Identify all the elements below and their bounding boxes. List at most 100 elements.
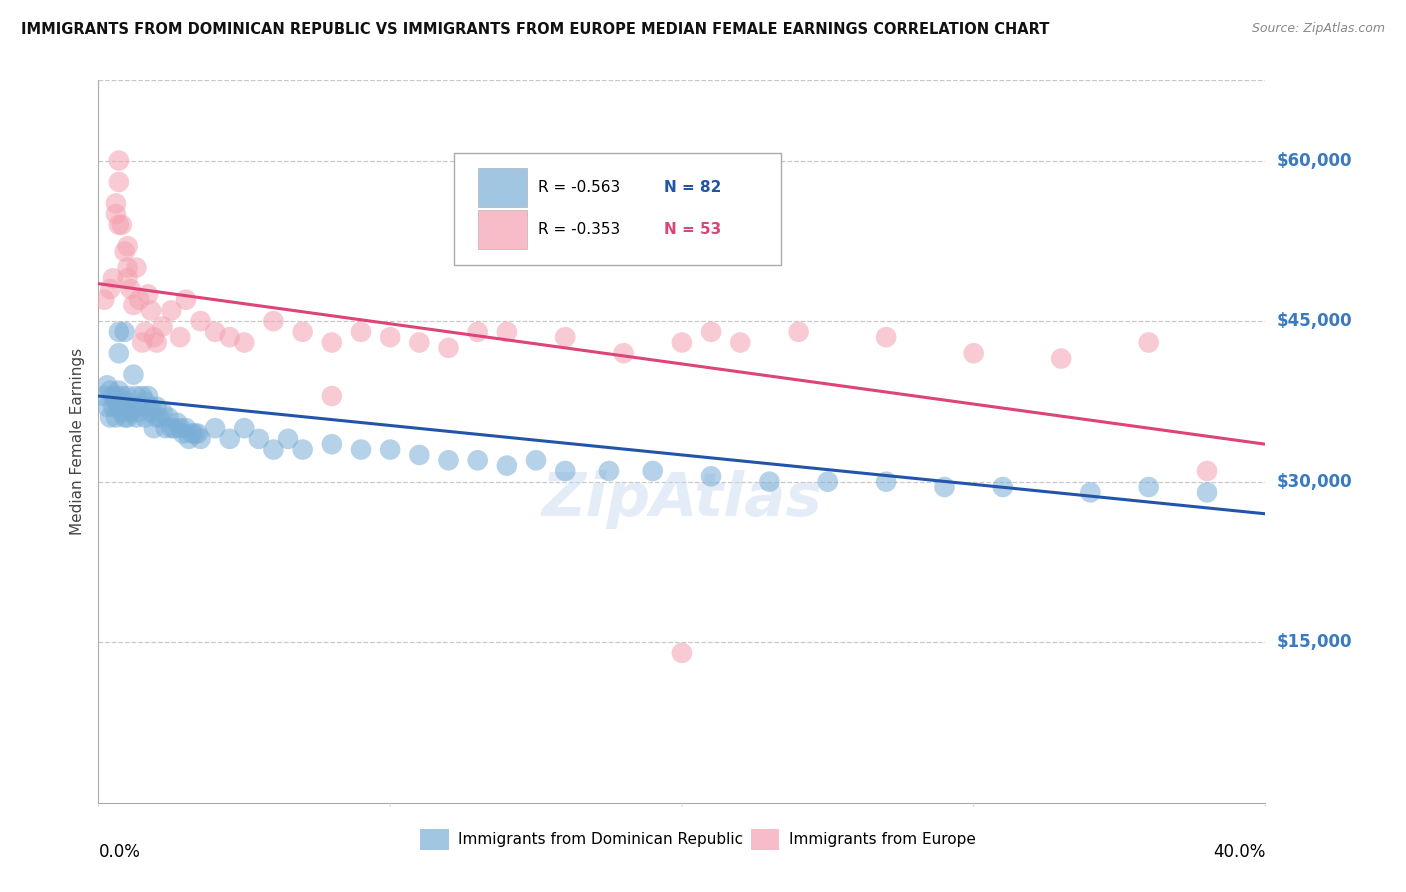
Point xyxy=(598,464,620,478)
Point xyxy=(101,271,124,285)
Point xyxy=(187,426,209,441)
Point xyxy=(321,389,343,403)
Point xyxy=(117,260,139,275)
Point xyxy=(128,293,150,307)
Point xyxy=(183,426,205,441)
Point xyxy=(496,458,519,473)
Point xyxy=(131,389,153,403)
Point xyxy=(117,271,139,285)
Text: N = 53: N = 53 xyxy=(665,222,721,237)
Point xyxy=(291,442,314,457)
Point xyxy=(437,453,460,467)
Point xyxy=(321,437,343,451)
Point xyxy=(117,400,139,414)
Point xyxy=(700,469,723,483)
Point xyxy=(98,384,121,398)
Point xyxy=(641,464,664,478)
Point xyxy=(204,421,226,435)
Point xyxy=(350,325,373,339)
Point xyxy=(700,325,723,339)
Point xyxy=(160,303,183,318)
Point xyxy=(157,410,180,425)
Point xyxy=(114,394,136,409)
Point xyxy=(122,298,145,312)
Point xyxy=(120,400,142,414)
Point xyxy=(120,282,142,296)
Point xyxy=(524,453,547,467)
Point xyxy=(218,432,240,446)
Point xyxy=(758,475,780,489)
Text: R = -0.353: R = -0.353 xyxy=(538,222,620,237)
Point xyxy=(467,453,489,467)
Point xyxy=(612,346,634,360)
Point xyxy=(111,218,134,232)
Point xyxy=(190,432,212,446)
Point xyxy=(104,394,127,409)
Point xyxy=(98,410,121,425)
Point xyxy=(139,405,162,419)
Text: $45,000: $45,000 xyxy=(1277,312,1353,330)
Point xyxy=(1195,485,1218,500)
Point xyxy=(108,153,131,168)
Point xyxy=(136,287,159,301)
Point xyxy=(93,293,115,307)
Point xyxy=(125,410,148,425)
Point xyxy=(554,330,576,344)
Text: ZipAtlas: ZipAtlas xyxy=(541,470,823,529)
Point xyxy=(149,410,172,425)
Point xyxy=(163,421,186,435)
Point xyxy=(101,400,124,414)
Point xyxy=(134,394,156,409)
Point xyxy=(93,389,115,403)
Point xyxy=(787,325,810,339)
Point xyxy=(122,400,145,414)
Point xyxy=(104,389,127,403)
Point xyxy=(174,293,197,307)
Point xyxy=(96,378,118,392)
Point xyxy=(104,207,127,221)
FancyBboxPatch shape xyxy=(478,211,527,250)
Point xyxy=(96,400,118,414)
Text: Source: ZipAtlas.com: Source: ZipAtlas.com xyxy=(1251,22,1385,36)
Text: $60,000: $60,000 xyxy=(1277,152,1353,169)
Point xyxy=(111,389,134,403)
Point xyxy=(190,314,212,328)
Point xyxy=(262,442,284,457)
Point xyxy=(554,464,576,478)
Point xyxy=(117,410,139,425)
Point xyxy=(166,416,188,430)
Point xyxy=(1050,351,1073,366)
FancyBboxPatch shape xyxy=(478,168,527,207)
Point xyxy=(172,426,194,441)
Point xyxy=(180,426,202,441)
Point xyxy=(408,448,430,462)
Point xyxy=(155,421,177,435)
Point xyxy=(131,335,153,350)
Point xyxy=(108,325,131,339)
Point xyxy=(169,421,191,435)
Point xyxy=(114,325,136,339)
Point xyxy=(177,432,200,446)
Point xyxy=(169,330,191,344)
Text: N = 82: N = 82 xyxy=(665,179,721,194)
Point xyxy=(321,335,343,350)
Point xyxy=(108,218,131,232)
Point xyxy=(1080,485,1102,500)
Point xyxy=(671,335,693,350)
Point xyxy=(128,405,150,419)
Point xyxy=(962,346,984,360)
Text: R = -0.563: R = -0.563 xyxy=(538,179,620,194)
Point xyxy=(122,368,145,382)
Text: 40.0%: 40.0% xyxy=(1213,843,1265,861)
Point xyxy=(111,405,134,419)
Point xyxy=(152,319,174,334)
Point xyxy=(139,400,162,414)
Point xyxy=(125,389,148,403)
Point xyxy=(875,475,897,489)
Point xyxy=(111,400,134,414)
Text: $15,000: $15,000 xyxy=(1277,633,1353,651)
Text: Immigrants from Dominican Republic: Immigrants from Dominican Republic xyxy=(458,832,744,847)
Point xyxy=(671,646,693,660)
Text: Immigrants from Europe: Immigrants from Europe xyxy=(789,832,976,847)
Point xyxy=(496,325,519,339)
